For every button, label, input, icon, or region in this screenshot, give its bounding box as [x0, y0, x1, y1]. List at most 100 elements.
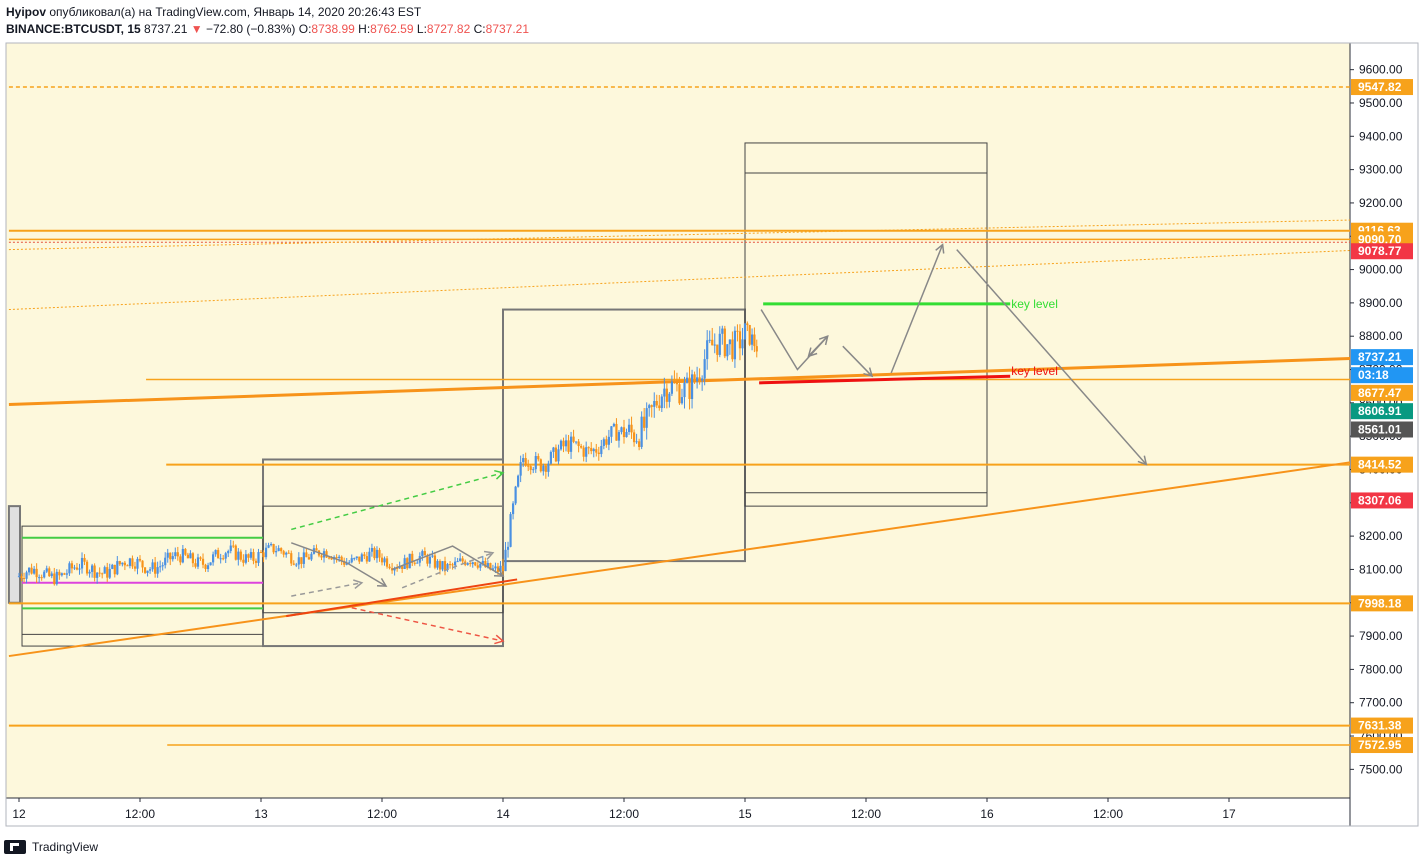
price-label-text: 7631.38: [1358, 719, 1402, 733]
trend-line[interactable]: [8, 459, 1370, 658]
candle-body: [282, 551, 285, 555]
key-level-annotation[interactable]: key level: [1011, 297, 1058, 311]
candle-body: [466, 563, 469, 565]
x-tick-label: 16: [980, 807, 994, 821]
projection-arrow[interactable]: [391, 545, 504, 577]
candle-body: [716, 344, 719, 355]
projection-arrow[interactable]: [291, 472, 504, 531]
candle-body: [585, 447, 588, 457]
candle-body: [176, 552, 179, 557]
low-label: L:: [416, 22, 427, 36]
candle-body: [532, 469, 535, 471]
candle-body: [504, 549, 507, 572]
candle-body: [380, 557, 384, 563]
candle-body: [431, 555, 434, 557]
candle-body: [166, 552, 169, 558]
candle-body: [559, 440, 563, 450]
candle-body: [703, 359, 706, 379]
candle-body: [60, 573, 63, 576]
projection-arrow[interactable]: [956, 249, 1147, 465]
tradingview-logo-icon[interactable]: [4, 840, 26, 854]
projection-arrow[interactable]: [291, 582, 362, 597]
x-tick-label: 13: [254, 807, 268, 821]
trend-line[interactable]: [8, 249, 1370, 311]
candle-body: [748, 325, 751, 345]
range-box[interactable]: [7, 505, 22, 604]
candle-body: [360, 554, 363, 562]
candle-body: [277, 548, 280, 552]
candle-body: [650, 405, 653, 407]
candle-body: [25, 572, 28, 579]
candle-body: [305, 552, 308, 558]
candle-body: [564, 440, 568, 447]
candle-body: [539, 459, 542, 472]
trend-line[interactable]: [759, 374, 1011, 385]
candle-body: [93, 565, 96, 578]
trend-line[interactable]: [286, 578, 518, 618]
candle-body: [678, 384, 681, 404]
y-tick-label: 7700.00: [1359, 696, 1403, 710]
candle-body: [370, 548, 374, 552]
candle-body: [471, 562, 474, 565]
candle-body: [496, 566, 500, 572]
x-tick-label: 12:00: [1093, 807, 1123, 821]
candle-body: [685, 377, 689, 383]
candle-body: [275, 551, 278, 553]
footer: TradingView: [4, 836, 98, 858]
candle-body: [750, 334, 754, 345]
plot-background: [6, 43, 1350, 798]
candle-body: [315, 548, 318, 551]
brand-name[interactable]: TradingView: [32, 840, 99, 854]
candle-body: [438, 560, 442, 570]
projection-arrow[interactable]: [351, 607, 504, 642]
candle-body: [330, 557, 333, 560]
candle-body: [33, 568, 36, 574]
candle-body: [696, 377, 699, 382]
candle-body: [138, 558, 142, 561]
candle-body: [600, 445, 603, 455]
y-tick-label: 8800.00: [1359, 329, 1403, 343]
projection-arrow[interactable]: [890, 244, 944, 374]
projection-arrow[interactable]: [401, 552, 494, 589]
candle-body: [126, 565, 129, 567]
candle-body: [401, 566, 404, 569]
candle-body: [22, 578, 26, 580]
candle-body: [479, 563, 482, 568]
arrow-head: [353, 579, 364, 590]
candle-body: [295, 564, 298, 566]
price-label-text: 8561.01: [1358, 422, 1402, 436]
price-label-text: 9090.70: [1358, 232, 1402, 246]
symbol-name[interactable]: BINANCE:BTCUSDT, 15: [6, 22, 141, 36]
candle-body: [239, 551, 242, 560]
y-tick-label: 9000.00: [1359, 263, 1403, 277]
candle-body: [632, 432, 636, 443]
candle-body: [348, 562, 351, 564]
candle-body: [572, 436, 575, 442]
candle-body: [486, 563, 489, 568]
candle-body: [625, 431, 628, 438]
author-name[interactable]: Hyipov: [6, 5, 47, 19]
key-level-annotation[interactable]: key level: [1011, 364, 1058, 378]
x-tick-label: 12:00: [609, 807, 639, 821]
candle-body: [184, 548, 187, 555]
candle-body: [517, 475, 520, 487]
candle-body: [214, 550, 217, 555]
price-change: −72.80 (−0.83%): [206, 22, 296, 36]
projection-arrow[interactable]: [290, 542, 387, 587]
candle-body: [552, 447, 555, 452]
projection-arrow[interactable]: [842, 345, 873, 377]
candle-body: [653, 401, 656, 407]
candle-body: [713, 344, 716, 346]
projection-arrow[interactable]: [807, 335, 829, 357]
trend-line[interactable]: [8, 219, 1370, 251]
candle-body: [345, 562, 348, 565]
candle-body: [111, 564, 114, 569]
candle-body: [660, 396, 663, 409]
price-label-text: 7998.18: [1358, 596, 1402, 610]
candle-body: [113, 564, 116, 575]
low-value: 8727.82: [426, 22, 471, 36]
arrow-head: [807, 347, 818, 358]
time-axis-background: [6, 798, 1350, 826]
candle-body: [297, 557, 300, 565]
